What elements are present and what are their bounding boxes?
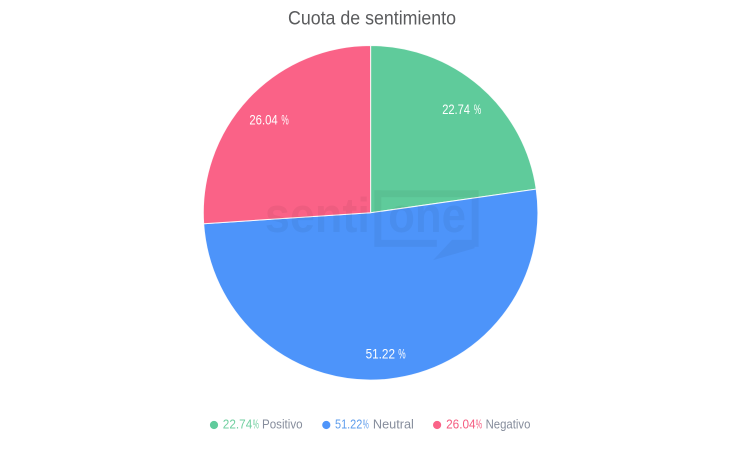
svg-text:26.04: 26.04 [446,416,476,431]
svg-text:Cuota de sentimiento: Cuota de sentimiento [288,7,456,29]
svg-text:%: % [398,346,405,361]
svg-text:%: % [253,416,259,431]
svg-text:senti: senti [265,189,370,243]
svg-text:Positivo: Positivo [262,416,303,431]
svg-text:51.22: 51.22 [335,416,362,431]
svg-text:%: % [474,102,481,117]
svg-text:one: one [388,189,466,243]
svg-text:%: % [476,416,483,431]
svg-text:Negativo: Negativo [486,416,531,431]
svg-text:Neutral: Neutral [373,416,414,431]
svg-text:%: % [281,113,288,128]
svg-text:26.04: 26.04 [249,113,278,128]
svg-text:22.74: 22.74 [223,416,253,431]
svg-text:22.74: 22.74 [442,102,470,117]
svg-text:%: % [363,416,369,431]
svg-text:51.22: 51.22 [366,346,395,361]
